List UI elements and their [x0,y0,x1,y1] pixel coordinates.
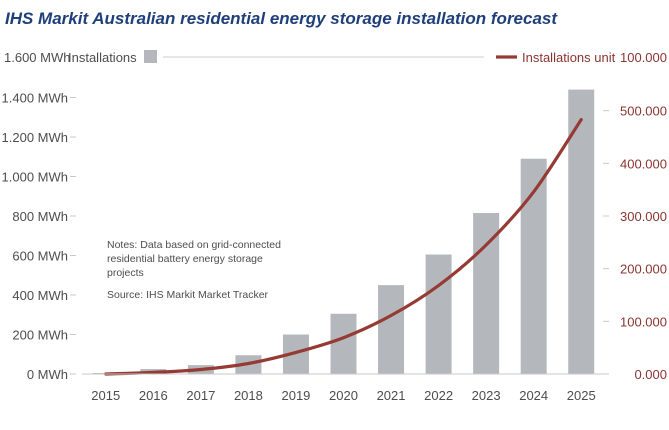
y-right-tick-label: 0.000 [634,367,667,382]
x-tick-label: 2023 [472,388,501,403]
bar-2023 [473,213,500,374]
y-right-tick-label: 300.000 [620,209,667,224]
y-left-tick-label: 1.000 MWh [2,170,68,185]
x-tick-label: 2022 [424,388,453,403]
x-tick-label: 2021 [377,388,406,403]
y-left-tick-label: 800 MWh [12,209,68,224]
x-tick-label: 2018 [234,388,263,403]
x-tick-label: 2015 [91,388,120,403]
x-tick-label: 2025 [567,388,596,403]
notes-line: residential battery energy storage [107,253,263,265]
chart-annotation: Notes: Data based on grid-connected resid… [107,239,281,301]
line-series-installations-unit [104,118,583,376]
y-right-tick-label: 400.000 [620,156,667,171]
notes-line: projects [107,267,144,279]
legend-label-installations-unit: Installations unit [522,50,616,65]
y-left-tick-label: 400 MWh [12,288,68,303]
x-tick-label: 2020 [329,388,358,403]
notes-line: Notes: Data based on grid-connected [107,239,281,251]
y-left-tick-label: 200 MWh [12,328,68,343]
y-right-tick-label: 100.000 [620,50,667,65]
y-right-tick-label: 200.000 [620,262,667,277]
y-left-tick-label: 600 MWh [12,249,68,264]
y-left-tick-label: 1.600 MWh [4,50,70,65]
bar-series [92,89,595,374]
source-note: Source: IHS Markit Market Tracker [107,289,269,301]
legend-label-installations: Installations [68,50,137,65]
y-left-tick-label: 1.400 MWh [2,91,68,106]
bar-2022 [425,254,452,374]
chart-title: IHS Markit Australian residential energy… [5,9,558,28]
y-left-tick-label: 0 MWh [27,367,68,382]
x-tick-label: 2019 [281,388,310,403]
bar-2020 [330,313,357,374]
y-left-tick-label: 1.200 MWh [2,130,68,145]
y-right-tick-label: 100.000 [620,314,667,329]
y-right-tick-label: 500.000 [620,104,667,119]
x-tick-label: 2024 [519,388,548,403]
legend-swatch-bar [144,50,157,63]
bar-2025 [568,89,595,374]
x-tick-label: 2017 [186,388,215,403]
axes: 0 MWh 200 MWh 400 MWh 600 MWh 800 MWh 1.000 M… [2,91,667,404]
bar-2021 [378,285,405,374]
x-tick-label: 2016 [139,388,168,403]
bar-2024 [520,158,547,374]
